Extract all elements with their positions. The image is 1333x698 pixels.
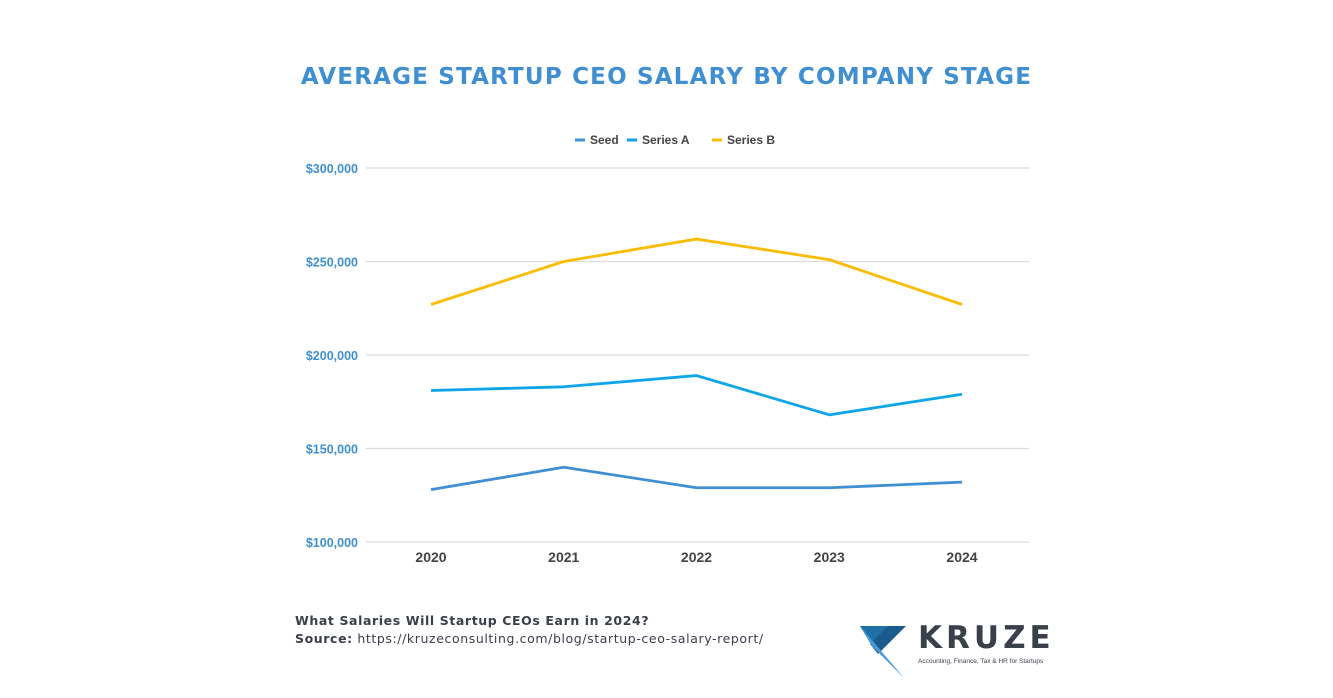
x-tick-label: 2024 bbox=[946, 549, 977, 565]
source-link[interactable]: https://kruzeconsulting.com/blog/startup… bbox=[357, 631, 764, 646]
chart-title: AVERAGE STARTUP CEO SALARY BY COMPANY ST… bbox=[300, 64, 1033, 90]
x-tick-label: 2023 bbox=[814, 549, 845, 565]
y-tick-label: $250,000 bbox=[306, 256, 358, 270]
footer-question: What Salaries Will Startup CEOs Earn in … bbox=[295, 613, 650, 628]
x-tick-label: 2022 bbox=[681, 549, 712, 565]
y-tick-label: $150,000 bbox=[306, 443, 358, 457]
logo-wordmark: KRUZE bbox=[918, 620, 1055, 656]
logo-tagline: Accounting, Finance, Tax & HR for Startu… bbox=[918, 658, 1044, 665]
series-line-series-b bbox=[430, 237, 963, 306]
series-line-series-a bbox=[430, 374, 963, 417]
footer-source: Source: https://kruzeconsulting.com/blog… bbox=[295, 631, 764, 646]
y-tick-label: $200,000 bbox=[306, 349, 358, 363]
y-tick-label: $100,000 bbox=[306, 536, 358, 550]
footer: What Salaries Will Startup CEOs Earn in … bbox=[295, 612, 764, 648]
line-chart: $100,000 $150,000 $200,000 $250,000 $300,000… bbox=[306, 133, 1029, 565]
legend-label: Series A bbox=[642, 133, 690, 147]
kruze-logo: KRUZE Accounting, Finance, Tax & HR for … bbox=[860, 620, 1051, 680]
legend-label: Seed bbox=[590, 133, 619, 147]
series-line-seed bbox=[430, 465, 963, 492]
legend-label: Series B bbox=[727, 133, 775, 147]
x-tick-label: 2021 bbox=[548, 549, 579, 565]
y-tick-label: $300,000 bbox=[306, 162, 358, 176]
x-tick-label: 2020 bbox=[415, 549, 446, 565]
kruze-logo-mark-icon bbox=[860, 626, 906, 678]
